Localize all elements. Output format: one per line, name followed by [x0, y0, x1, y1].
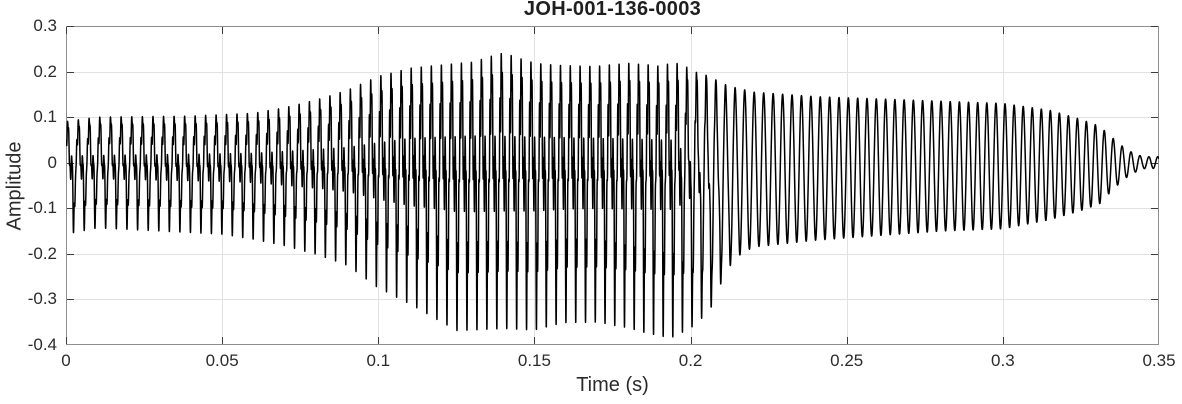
y-tick-label: 0.2	[33, 61, 57, 81]
x-tick-label: 0.2	[678, 351, 703, 370]
x-tick-label: 0.1	[366, 351, 391, 370]
x-tick-label: 0	[61, 351, 71, 370]
plot-area	[66, 26, 1159, 345]
y-tick-label: -0.4	[27, 335, 57, 354]
x-tick-label: 0.05	[205, 351, 239, 370]
x-tick-label: 0.15	[517, 351, 551, 370]
y-tick-label: 0.3	[33, 16, 57, 35]
y-tick-label: -0.3	[27, 289, 57, 309]
waveform-canvas	[66, 26, 1159, 345]
y-tick-label: -0.2	[27, 243, 57, 263]
x-tick-label: 0.25	[830, 351, 864, 370]
x-axis-label: Time (s)	[576, 374, 649, 396]
y-axis-label: Amplitude	[3, 141, 26, 231]
y-tick-label: 0	[47, 152, 57, 172]
x-tick-label: 0.3	[991, 351, 1015, 370]
x-tick-label: 0.35	[1142, 351, 1176, 370]
plot-title: JOH-001-136-0003	[523, 0, 702, 20]
y-tick-label: -0.1	[27, 198, 57, 218]
y-tick-label: 0.1	[33, 107, 57, 127]
